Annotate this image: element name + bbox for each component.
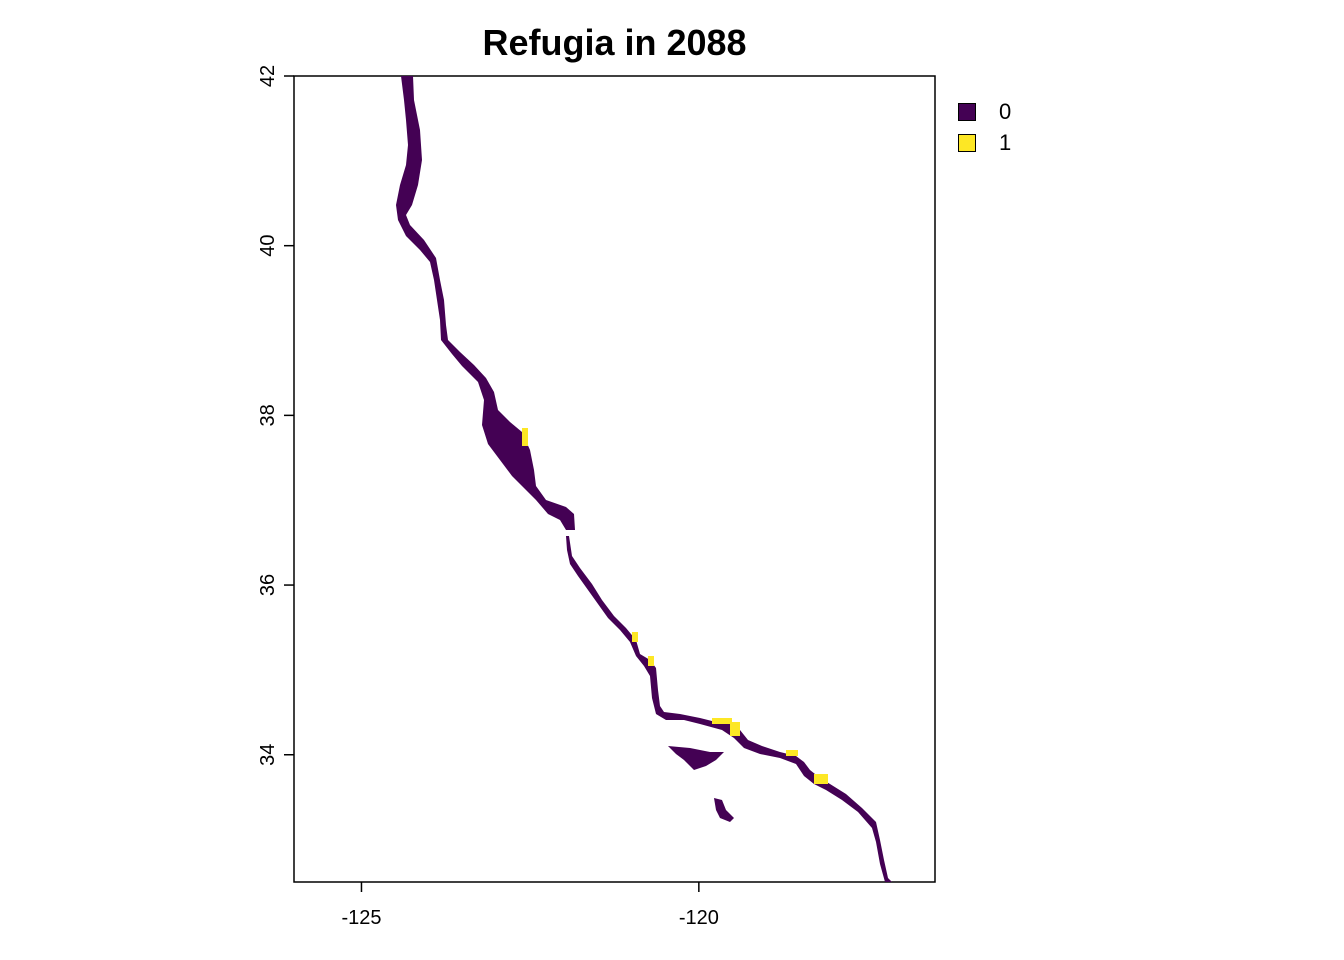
legend-label-0: 0 (999, 98, 1012, 124)
refugia-cells-1 (522, 428, 828, 784)
legend-swatch-1 (958, 133, 976, 152)
x-tick-label: -125 (341, 907, 381, 929)
x-tick-label: -120 (679, 907, 719, 929)
map-title: Refugia in 2088 (482, 22, 747, 63)
y-axis: 34 36 38 40 42 (257, 65, 294, 766)
y-tick-label: 40 (257, 235, 279, 257)
y-tick-label: 36 (257, 574, 279, 596)
legend: 0 1 (958, 96, 1011, 158)
legend-item-1: 1 (958, 127, 1011, 158)
legend-swatch-0 (958, 102, 976, 121)
x-axis: -125 -120 (341, 882, 719, 929)
legend-label-1: 1 (999, 129, 1012, 155)
habitat-band-0 (396, 76, 892, 882)
plot-frame (293, 75, 936, 883)
channel-islands (668, 746, 734, 822)
y-tick-label: 38 (257, 404, 279, 426)
legend-item-0: 0 (958, 96, 1011, 127)
y-tick-label: 42 (257, 65, 279, 87)
y-tick-label: 34 (257, 744, 279, 766)
